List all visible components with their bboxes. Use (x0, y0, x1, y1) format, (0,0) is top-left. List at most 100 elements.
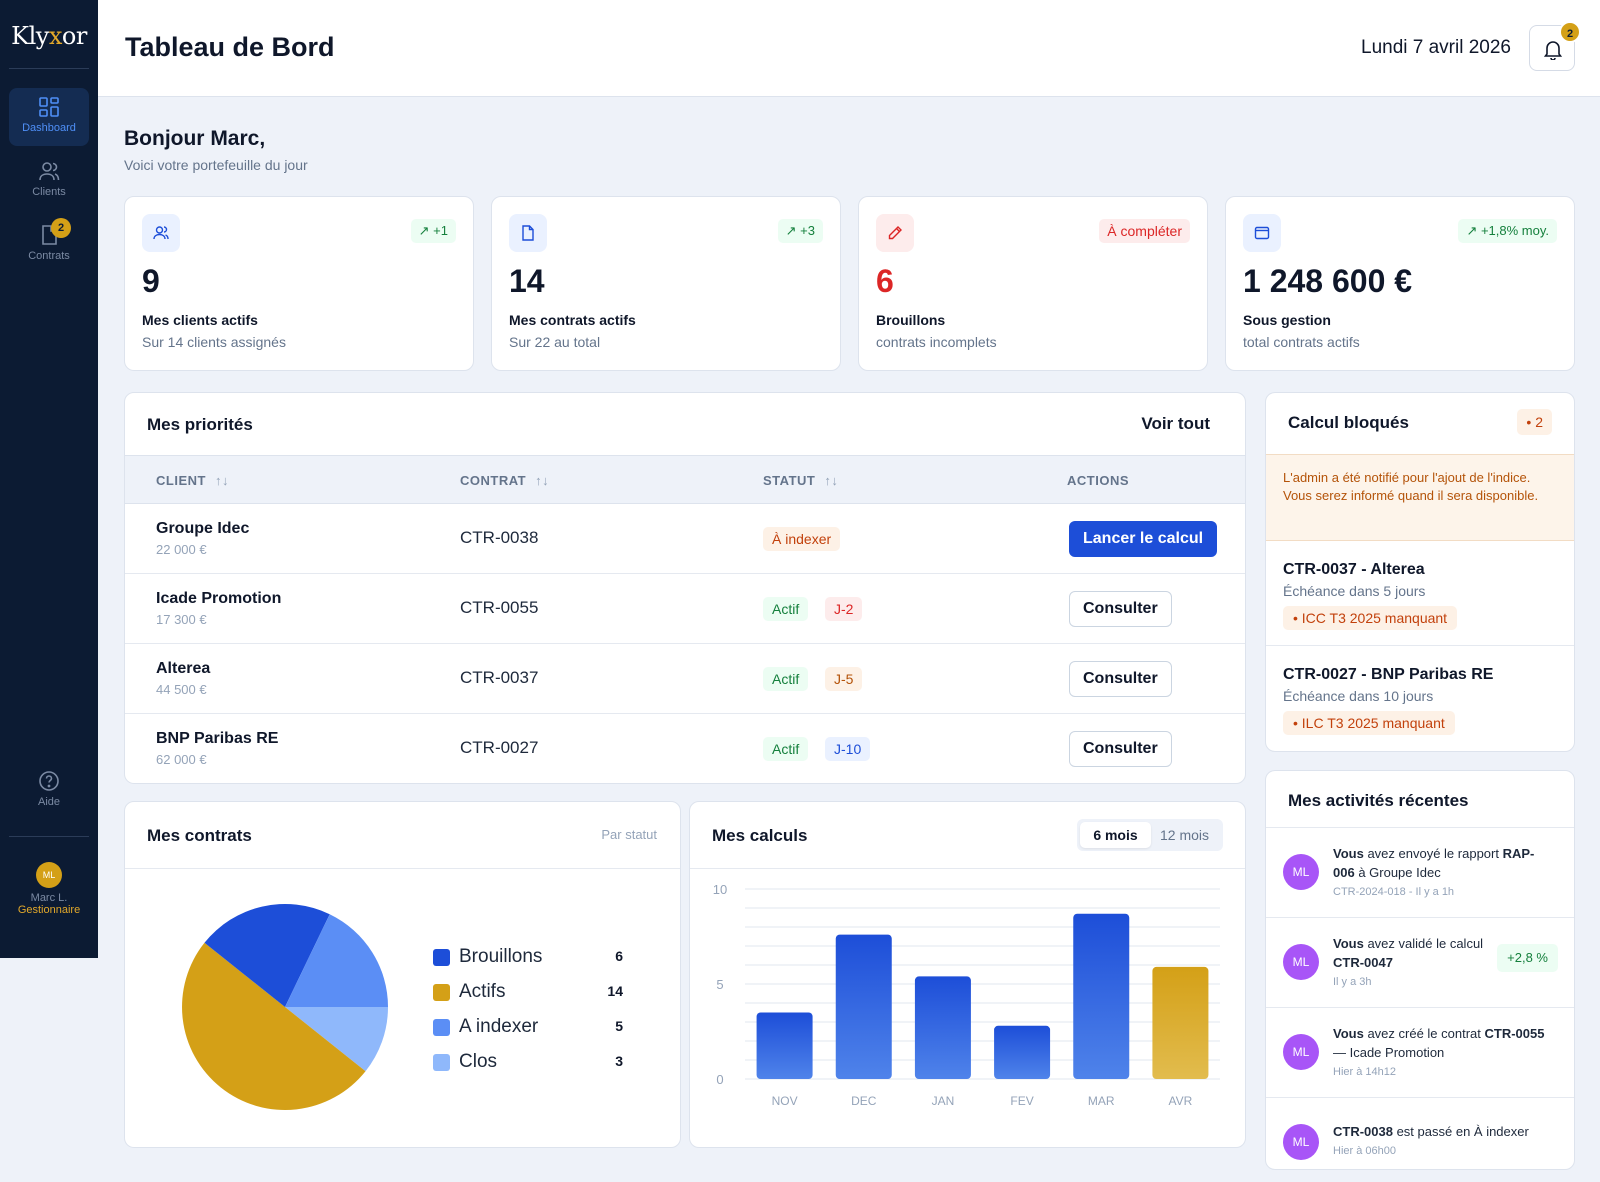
card-title: Mes priorités (147, 415, 253, 434)
kpi-sub: Sur 14 clients assignés (142, 334, 286, 350)
sort-icon[interactable]: ↑↓ (214, 473, 229, 488)
activity-text: Vous avez envoyé le rapport RAP-006 à Gr… (1333, 844, 1548, 902)
kpi-trend: ↗ +3 (777, 219, 823, 243)
app-logo[interactable]: Klyxor (11, 22, 87, 50)
kpi-value: 9 (142, 263, 160, 299)
see-all-link[interactable]: Voir tout (1141, 414, 1210, 433)
client-name: Groupe Idec (156, 520, 250, 537)
x-tick-label: JAN (932, 1094, 955, 1108)
kpi-trend: ↗ +1,8% moy. (1458, 219, 1557, 243)
activity-item[interactable]: ML Vous avez validé le calcul CTR-0047 Il… (1266, 917, 1574, 1006)
blocked-due: Échéance dans 10 jours (1283, 688, 1434, 704)
user-role: Gestionnaire (17, 904, 81, 916)
divider (125, 868, 680, 869)
contracts-chart-card: Mes contrats Par statut Brouillons 6 Actif… (124, 801, 681, 1148)
pie-slice-brouillons[interactable] (204, 904, 330, 1007)
activity-item[interactable]: ML Vous avez envoyé le rapport RAP-006 à… (1266, 827, 1574, 916)
pie-slice-a-indexer[interactable] (285, 914, 388, 1007)
status-badge: Actif (763, 737, 809, 761)
legend-item: Actifs 14 (433, 981, 623, 1005)
bar-dec[interactable] (835, 934, 892, 1079)
due-badge: J-2 (825, 597, 863, 621)
period-12m-button[interactable]: 12 mois (1159, 827, 1210, 843)
bar-fev[interactable] (994, 1025, 1051, 1079)
bar-avr[interactable] (1152, 966, 1209, 1079)
nav-label: Dashboard (22, 122, 76, 134)
nav-item-contrats[interactable]: Contrats 2 (9, 216, 89, 274)
bar-chart: 0 5 10 NOV DEC JAN FEV MAR AVR (713, 882, 1220, 1108)
legend-value: 14 (607, 983, 623, 999)
pie-chart (182, 904, 388, 1110)
launch-calc-button[interactable]: Lancer le calcul (1069, 521, 1218, 557)
kpi-card-clients[interactable]: ↗ +1 9 Mes clients actifs Sur 14 clients… (124, 196, 474, 371)
kpi-sub: contrats incomplets (876, 334, 997, 350)
activity-meta: Hier à 06h00 (1333, 1145, 1396, 1157)
table-row[interactable]: BNP Paribas RE 62 000 € CTR-0027 Actif J… (125, 714, 1245, 783)
document-icon (509, 214, 547, 252)
activity-item[interactable]: ML CTR-0038 est passé en À indexer Hier à… (1266, 1097, 1574, 1169)
client-name: Alterea (156, 660, 211, 677)
status-filter[interactable]: Par statut (601, 827, 657, 842)
bar-nov[interactable] (756, 1012, 813, 1080)
nav-item-clients[interactable]: Clients (9, 152, 89, 210)
table-row[interactable]: Alterea 44 500 € CTR-0037 Actif J-5 Cons… (125, 644, 1245, 714)
consult-button[interactable]: Consulter (1069, 661, 1172, 697)
x-tick-label: NOV (772, 1094, 798, 1108)
user-name: Marc L. (30, 892, 68, 904)
kpi-label: Mes clients actifs (142, 312, 258, 328)
calculations-chart-card: Mes calculs 6 mois 12 mois 0 5 10 NOV DEC JAN… (689, 801, 1246, 1148)
nav-item-aide[interactable]: Aide (9, 762, 89, 820)
nav-label: Contrats (28, 250, 70, 262)
legend-item: A indexer 5 (433, 1016, 623, 1040)
activities-card: Mes activités récentes ML Vous avez envo… (1265, 770, 1575, 1170)
contrats-badge: 2 (51, 218, 71, 238)
sort-icon[interactable]: ↑↓ (824, 473, 839, 488)
nav-label: Aide (37, 796, 61, 808)
priorities-card: Mes priorités Voir tout CLIENT ↑↓ CONTRAT… (124, 392, 1246, 784)
contract-id: CTR-0027 (460, 738, 539, 757)
table-row[interactable]: Groupe Idec 22 000 € CTR-0038 À indexer … (125, 504, 1245, 574)
column-header-actions: ACTIONS (1067, 473, 1129, 488)
kpi-card-brouillons[interactable]: À compléter 6 Brouillons contrats incomp… (858, 196, 1208, 371)
card-title: Calcul bloqués (1288, 413, 1409, 432)
x-tick-label: DEC (851, 1094, 877, 1108)
kpi-value: 1 248 600 € (1243, 263, 1413, 299)
period-toggle: 6 mois 12 mois (1077, 819, 1223, 851)
table-row[interactable]: Icade Promotion 17 300 € CTR-0055 Actif … (125, 574, 1245, 644)
activity-meta: CTR-2024-018 - Il y a 1h (1333, 886, 1455, 898)
activity-item[interactable]: ML Vous avez créé le contrat CTR-0055 — … (1266, 1007, 1574, 1096)
pie-slice-actifs[interactable] (182, 942, 366, 1110)
bar-mar[interactable] (1073, 913, 1130, 1079)
user-profile[interactable]: ML Marc L. Gestionnaire (0, 862, 98, 916)
kpi-sub: Sur 22 au total (509, 334, 601, 350)
consult-button[interactable]: Consulter (1069, 591, 1172, 627)
column-header-client[interactable]: CLIENT ↑↓ (156, 473, 229, 488)
kpi-card-gestion[interactable]: ↗ +1,8% moy. 1 248 600 € Sous gestion to… (1225, 196, 1575, 371)
help-icon (39, 771, 59, 791)
legend-label: A indexer (459, 1016, 539, 1037)
nav-item-dashboard[interactable]: Dashboard (9, 88, 89, 146)
pie-slice-clos[interactable] (285, 1007, 388, 1072)
column-header-statut[interactable]: STATUT ↑↓ (763, 473, 839, 488)
period-6m-button[interactable]: 6 mois (1080, 822, 1151, 848)
avatar: ML (1283, 1124, 1319, 1160)
blocked-item[interactable]: CTR-0037 - Alterea Échéance dans 5 jours… (1266, 541, 1574, 646)
column-header-contrat[interactable]: CONTRAT ↑↓ (460, 473, 550, 488)
legend-value: 5 (615, 1018, 623, 1034)
legend-label: Clos (459, 1051, 498, 1072)
consult-button[interactable]: Consulter (1069, 731, 1172, 767)
missing-index-tag: • ILC T3 2025 manquant (1283, 711, 1455, 735)
notifications-button[interactable]: 2 (1529, 21, 1581, 71)
kpi-card-contrats[interactable]: ↗ +3 14 Mes contrats actifs Sur 22 au to… (491, 196, 841, 371)
kpi-label: Mes contrats actifs (509, 312, 636, 328)
card-title: Mes calculs (712, 826, 808, 845)
legend-swatch (433, 949, 450, 966)
bar-jan[interactable] (914, 976, 971, 1079)
kpi-status-tag: À compléter (1099, 219, 1190, 243)
sort-icon[interactable]: ↑↓ (535, 473, 550, 488)
kpi-value: 6 (876, 263, 894, 299)
activity-meta: Hier à 14h12 (1333, 1066, 1396, 1078)
activity-text: Vous avez validé le calcul CTR-0047 Il y … (1333, 934, 1493, 992)
legend-value: 6 (615, 948, 623, 964)
blocked-item[interactable]: CTR-0027 - BNP Paribas RE Échéance dans … (1266, 646, 1574, 751)
